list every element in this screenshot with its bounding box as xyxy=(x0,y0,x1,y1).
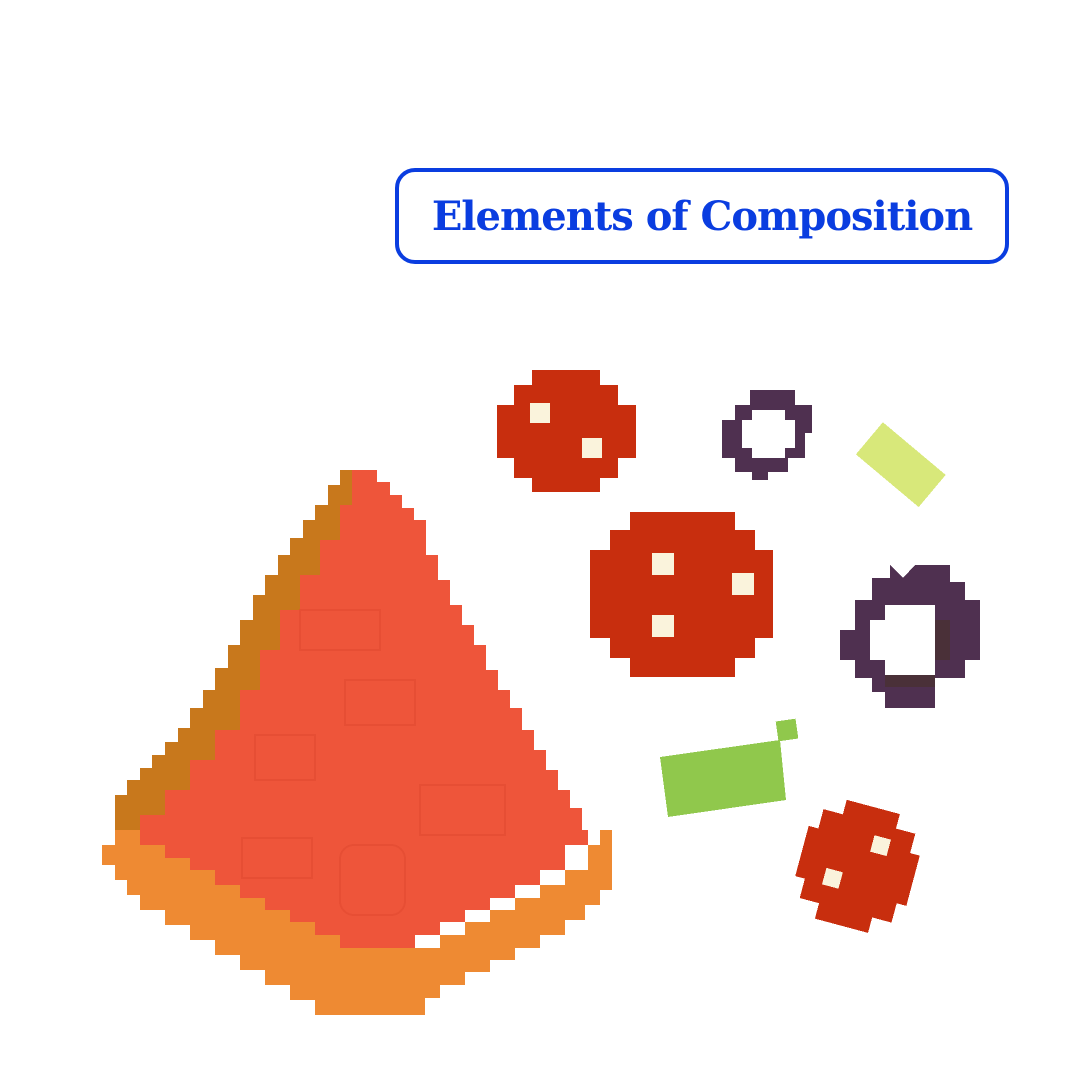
olive-icon xyxy=(840,565,980,708)
olive-icon xyxy=(722,390,812,480)
green-pepper-icon xyxy=(855,422,946,508)
pizza-crust xyxy=(102,830,612,1015)
pizza-sauce xyxy=(140,470,588,948)
pizza-crust-edge xyxy=(115,470,352,830)
pepperoni-icon xyxy=(590,512,773,677)
pizza-slice-icon xyxy=(102,470,612,1015)
pepperoni-icon xyxy=(795,799,920,933)
cheese-texture xyxy=(241,609,506,916)
green-pepper-icon xyxy=(660,718,799,817)
title-banner: Elements of Composition xyxy=(395,168,1009,264)
pepperoni-icon xyxy=(497,370,636,492)
page-title: Elements of Composition xyxy=(431,192,973,240)
